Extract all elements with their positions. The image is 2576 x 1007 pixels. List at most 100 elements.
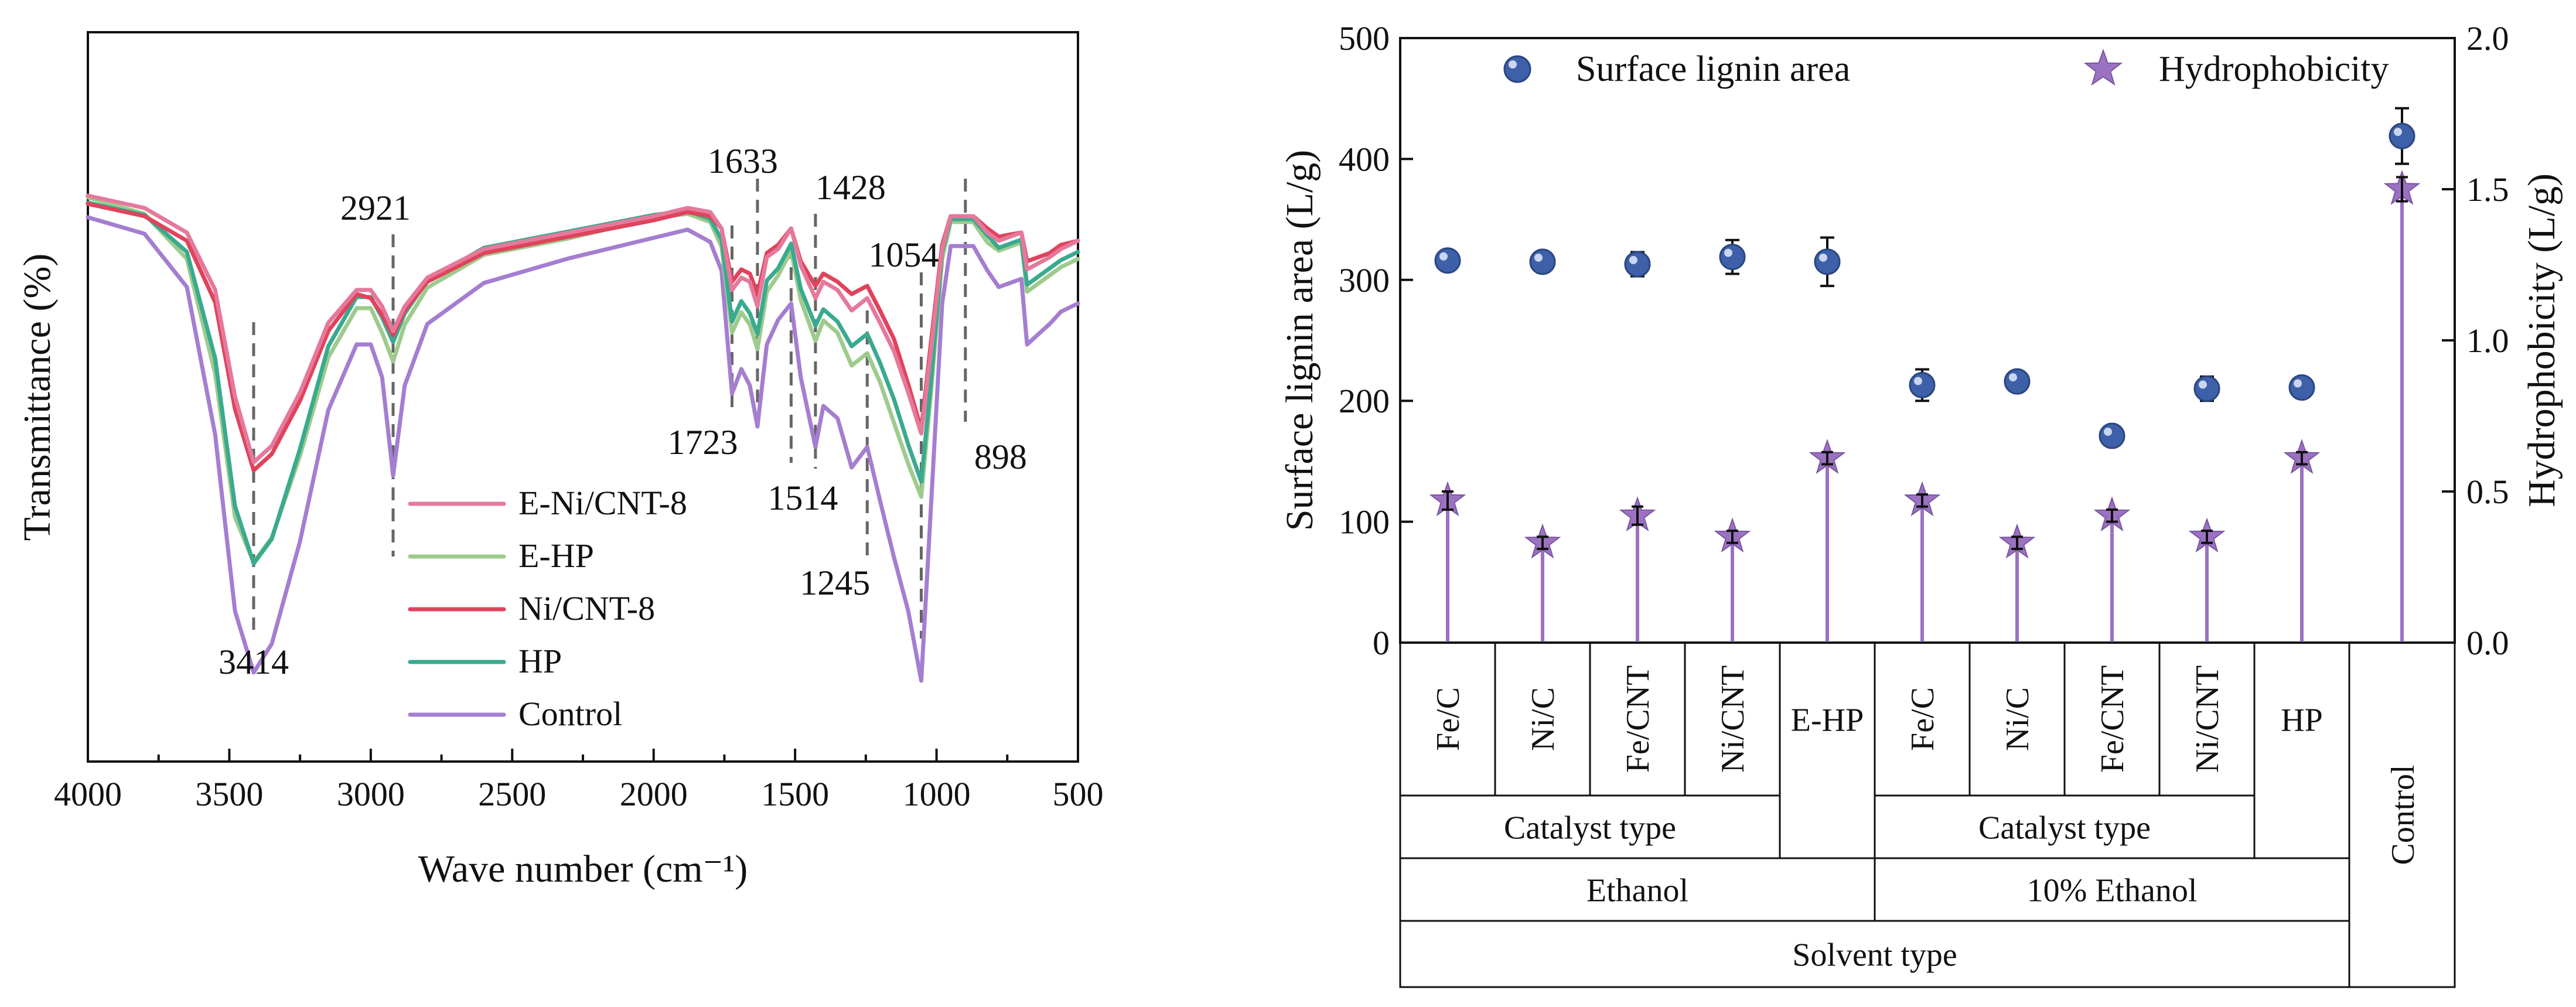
category-label-hp: HP [2281,702,2323,739]
hydro-error-6 [2011,535,2023,551]
hydro-y-tick-label-1-0: 1.0 [2466,322,2509,360]
category-label-ni-c-1: Ni/C [1525,687,1561,751]
legend-label-hp: HP [518,642,562,680]
ftir-x-tick-label-4000: 4000 [54,775,122,813]
hydro-error-4 [1821,450,1833,466]
legend-marker-highlight [1509,60,1517,69]
lignin-marker-2 [1624,251,1651,278]
category-label-control: Control [2385,764,2421,865]
peak-label-1723: 1723 [667,423,738,462]
lignin-y-tick-label-200: 200 [1339,382,1390,420]
ftir-x-tick-label-2500: 2500 [478,775,546,813]
spectrum-hp [86,200,1080,566]
lignin-marker-3 [1719,244,1746,271]
peak-label-1633: 1633 [708,142,778,180]
peak-label-1054: 1054 [868,235,939,274]
hydro-y-tick-label-0-5: 0.5 [2466,473,2509,511]
ftir-x-tick-label-3500: 3500 [195,775,263,813]
ftir-x-tick-label-1500: 1500 [761,775,829,813]
lignin-marker-highlight-4 [1819,253,1827,262]
peak-label-3414: 3414 [219,643,289,681]
table-group-label-0: Catalyst type [1504,810,1676,846]
hydro-error-3 [1727,530,1738,544]
hydro-error-10 [2396,176,2408,203]
peak-label-2921: 2921 [340,189,411,227]
lignin-marker-8 [2193,376,2220,402]
lignin-legend: Surface lignin area Hydrophobicity [1503,48,2389,89]
peak-label-898: 898 [974,438,1027,476]
ftir-x-axis-title: Wave number (cm⁻¹) [418,848,748,890]
lignin-marker-5 [1909,371,1936,398]
hydrophobicity-y-axis-title: Hydrophobicity (L/g) [2520,173,2563,507]
hydro-y-tick-label-1-5: 1.5 [2466,170,2509,209]
lignin-marker-highlight-0 [1439,252,1448,261]
ftir-y-axis-title: Transmittance (%) [16,254,59,541]
peak-label-1514: 1514 [767,479,838,517]
ftir-x-tick-label-500: 500 [1053,775,1104,813]
spectrum-e-hp [86,195,1080,565]
lignin-y-tick-label-500: 500 [1339,19,1390,57]
lignin-marker-highlight-5 [1914,377,1922,385]
table-solvent-label-1: 10% Ethanol [2027,873,2198,909]
lignin-marker-7 [2099,422,2125,449]
category-table: Fe/C Ni/C Fe/CNT Ni/CNT Fe/C Ni/C Fe/CNT Ni/CNT… [1399,641,2456,988]
peak-label-1245: 1245 [800,564,870,602]
ftir-panel: 4000 3500 3000 2500 2000 1500 1000 500 3414 2921… [16,31,1104,890]
lignin-marker-highlight-6 [2009,373,2017,382]
lignin-y-tick-label-100: 100 [1339,503,1390,541]
table-cell-control [2348,641,2456,988]
table-cell-hp [2253,641,2350,859]
table-bottom-label: Solvent type [1792,937,1957,974]
lignin-marker-1 [1529,248,1556,275]
lignin-plot-frame [1399,37,2456,644]
lignin-marker-highlight-9 [2294,379,2302,388]
hydro-error-8 [2201,530,2213,544]
hydro-error-1 [1537,535,1548,551]
ftir-legend: E-Ni/CNT-8 E-HP Ni/CNT-8 HP Control [408,484,687,733]
legend-label-e-ni-cnt-8: E-Ni/CNT-8 [518,484,687,522]
legend-label-surface-lignin: Surface lignin area [1576,49,1850,89]
lignin-marker-0 [1434,247,1461,274]
hydro-error-5 [1916,493,1928,508]
hydro-error-2 [1632,505,1643,526]
ftir-curves [86,193,1080,683]
lignin-marker-highlight-8 [2199,380,2207,389]
lignin-marker-4 [1814,248,1841,275]
lignin-left-axis-ticks: 0 100 200 300 400 500 [1339,19,1413,662]
category-label-ni-cnt-3: Ni/CNT [1715,665,1751,773]
peak-label-1428: 1428 [816,168,886,207]
hydrophobicity-stems [1446,189,2404,643]
category-label-fe-c-5: Fe/C [1905,687,1941,751]
hydro-error-9 [2296,450,2308,466]
data-markers [1429,107,2421,559]
legend-marker-surface-lignin [1503,55,1531,83]
ftir-x-tick-label-3000: 3000 [337,775,405,813]
lignin-marker-highlight-1 [1534,253,1543,262]
ftir-peak-labels: 3414 2921 1723 1633 1514 1428 1245 1054 898 [219,142,1027,681]
legend-label-ni-cnt-8: Ni/CNT-8 [518,589,655,627]
legend-marker-hydrophobicity [2083,48,2123,86]
legend-label-e-hp: E-HP [518,537,594,575]
category-label-fe-c-0: Fe/C [1430,687,1466,751]
lignin-panel: 0 100 200 300 400 500 0.0 0.5 1.0 1.5 2.0 Surface… [1278,19,2563,988]
lignin-y-tick-label-400: 400 [1339,140,1390,178]
lignin-marker-10 [2389,122,2415,149]
lignin-marker-highlight-3 [1724,248,1732,257]
table-group-label-1: Catalyst type [1978,810,2151,846]
lignin-marker-9 [2288,374,2315,401]
hydrophobicity-right-axis-ticks: 0.0 0.5 1.0 1.5 2.0 [2442,19,2509,662]
lignin-y-axis-title: Surface lignin area (L/g) [1278,150,1321,531]
legend-label-hydrophobicity: Hydrophobicity [2159,49,2389,89]
lignin-marker-highlight-7 [2104,428,2112,436]
lignin-marker-6 [2004,368,2031,395]
table-cell-e-hp [1779,641,1876,859]
lignin-y-tick-label-0: 0 [1373,624,1390,662]
spectrum-control [86,215,1080,683]
table-solvent-label-0: Ethanol [1586,873,1688,909]
hydro-y-tick-label-0-0: 0.0 [2466,624,2509,662]
lignin-marker-highlight-10 [2394,128,2402,136]
category-label-ni-cnt-8: Ni/CNT [2189,665,2226,773]
category-label-fe-cnt-7: Fe/CNT [2094,665,2131,773]
ftir-x-ticks: 4000 3500 3000 2500 2000 1500 1000 500 [54,749,1104,813]
